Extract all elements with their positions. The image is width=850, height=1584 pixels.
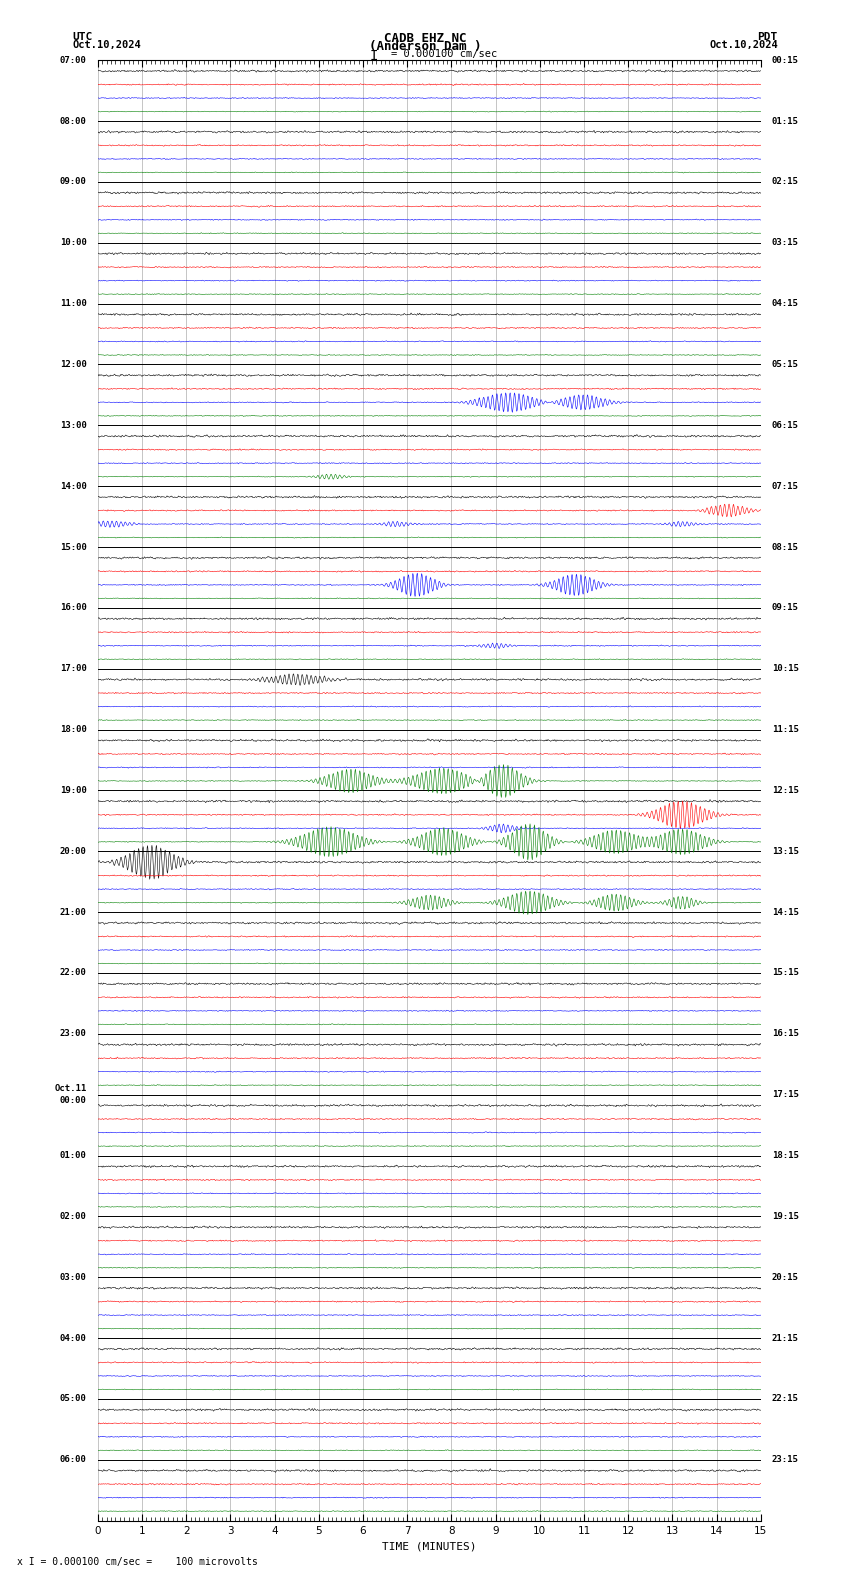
Text: 19:00: 19:00 [60,786,87,795]
Text: 00:00: 00:00 [60,1096,87,1106]
Text: x I = 0.000100 cm/sec =    100 microvolts: x I = 0.000100 cm/sec = 100 microvolts [17,1557,258,1567]
Text: 10:00: 10:00 [60,238,87,247]
Text: 18:15: 18:15 [772,1152,799,1159]
Text: 14:15: 14:15 [772,908,799,917]
Text: 03:00: 03:00 [60,1272,87,1281]
Text: 04:00: 04:00 [60,1334,87,1343]
Text: 14:00: 14:00 [60,482,87,491]
Text: 08:00: 08:00 [60,117,87,125]
Text: 23:15: 23:15 [772,1456,799,1464]
Text: 22:00: 22:00 [60,968,87,977]
Text: 00:15: 00:15 [772,55,799,65]
Text: 18:00: 18:00 [60,725,87,733]
Text: UTC: UTC [72,32,93,43]
Text: PDT: PDT [757,32,778,43]
Text: 13:00: 13:00 [60,421,87,429]
Text: 16:00: 16:00 [60,604,87,613]
Text: 12:00: 12:00 [60,360,87,369]
Text: 15:00: 15:00 [60,542,87,551]
X-axis label: TIME (MINUTES): TIME (MINUTES) [382,1541,477,1551]
Text: Oct.11: Oct.11 [54,1085,87,1093]
Text: 09:15: 09:15 [772,604,799,613]
Text: 06:00: 06:00 [60,1456,87,1464]
Text: CADB EHZ NC: CADB EHZ NC [383,32,467,46]
Text: 21:00: 21:00 [60,908,87,917]
Text: 17:15: 17:15 [772,1090,799,1099]
Text: 19:15: 19:15 [772,1212,799,1221]
Text: Oct.10,2024: Oct.10,2024 [709,40,778,51]
Text: 17:00: 17:00 [60,664,87,673]
Text: 09:00: 09:00 [60,177,87,187]
Text: 11:00: 11:00 [60,299,87,309]
Text: 20:00: 20:00 [60,847,87,855]
Text: = 0.000100 cm/sec: = 0.000100 cm/sec [391,49,497,59]
Text: 15:15: 15:15 [772,968,799,977]
Text: 02:15: 02:15 [772,177,799,187]
Text: 07:15: 07:15 [772,482,799,491]
Text: 04:15: 04:15 [772,299,799,309]
Text: 07:00: 07:00 [60,55,87,65]
Text: 21:15: 21:15 [772,1334,799,1343]
Text: 13:15: 13:15 [772,847,799,855]
Text: 02:00: 02:00 [60,1212,87,1221]
Text: 10:15: 10:15 [772,664,799,673]
Text: 03:15: 03:15 [772,238,799,247]
Text: 05:15: 05:15 [772,360,799,369]
Text: 06:15: 06:15 [772,421,799,429]
Text: 22:15: 22:15 [772,1394,799,1403]
Text: 23:00: 23:00 [60,1030,87,1039]
Text: 20:15: 20:15 [772,1272,799,1281]
Text: 12:15: 12:15 [772,786,799,795]
Text: 11:15: 11:15 [772,725,799,733]
Text: I: I [370,49,378,63]
Text: 01:15: 01:15 [772,117,799,125]
Text: 05:00: 05:00 [60,1394,87,1403]
Text: 08:15: 08:15 [772,542,799,551]
Text: Oct.10,2024: Oct.10,2024 [72,40,141,51]
Text: (Anderson Dam ): (Anderson Dam ) [369,40,481,54]
Text: 16:15: 16:15 [772,1030,799,1039]
Text: 01:00: 01:00 [60,1152,87,1159]
